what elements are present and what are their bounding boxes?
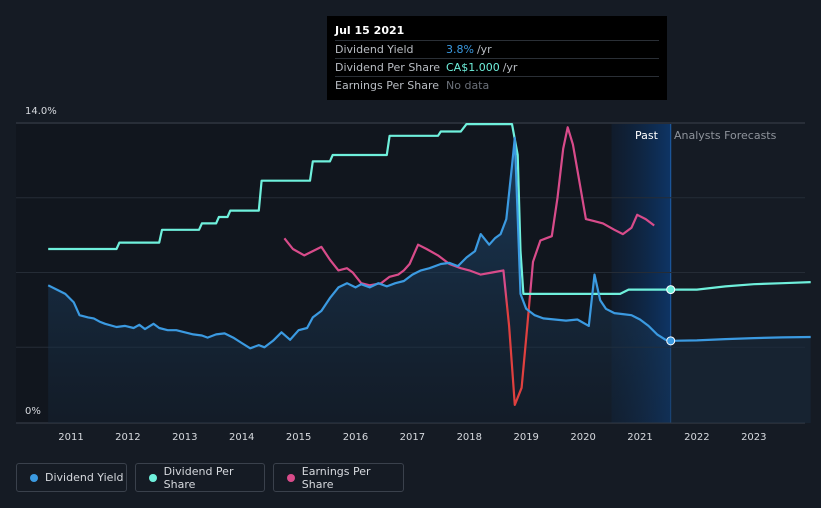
earnings-per-share-line <box>283 126 655 406</box>
legend-item-earnings-per-share[interactable]: Earnings Per Share <box>273 463 404 492</box>
legend-dot-icon <box>149 473 157 482</box>
dividend-yield-marker <box>666 336 676 346</box>
tooltip-unit: /yr <box>502 61 518 74</box>
x-tick-label: 2017 <box>400 432 425 443</box>
past-label: Past <box>635 129 658 142</box>
legend-dot-icon <box>287 473 295 482</box>
tooltip-label: Earnings Per Share <box>335 79 440 92</box>
x-tick-label: 2012 <box>115 432 140 443</box>
tooltip-row-earnings-per-share: Earnings Per Share No data <box>335 76 659 94</box>
legend-label: Dividend Yield <box>45 471 124 484</box>
x-tick-label: 2015 <box>286 432 311 443</box>
x-tick-label: 2023 <box>741 432 766 443</box>
legend-dot-icon <box>30 473 38 482</box>
x-tick-label: 2013 <box>172 432 197 443</box>
analysts-forecasts-label: Analysts Forecasts <box>674 129 777 142</box>
tooltip-label: Dividend Yield <box>335 43 414 56</box>
x-tick-label: 2022 <box>684 432 709 443</box>
x-tick-label: 2014 <box>229 432 254 443</box>
x-tick-label: 2018 <box>457 432 482 443</box>
tooltip-row-dividend-per-share: Dividend Per Share CA$1.000 /yr <box>335 58 659 76</box>
x-tick-label: 2011 <box>58 432 83 443</box>
dividend-yield-area <box>48 137 671 423</box>
x-tick-label: 2021 <box>627 432 652 443</box>
dividend-per-share-forecast-line <box>670 281 811 291</box>
y-tick-label-top: 14.0% <box>25 106 57 117</box>
legend-label: Earnings Per Share <box>301 464 371 491</box>
tooltip: Jul 15 2021 Dividend Yield 3.8% /yr Divi… <box>327 16 667 100</box>
dividend-yield-forecast-line <box>670 335 811 342</box>
tooltip-value: 3.8% <box>446 43 474 56</box>
x-tick-label: 2020 <box>570 432 595 443</box>
dividend-yield-forecast-area <box>670 337 811 423</box>
dividend-yield-line <box>47 136 671 350</box>
tooltip-unit: /yr <box>476 43 492 56</box>
tooltip-row-dividend-yield: Dividend Yield 3.8% /yr <box>335 40 659 58</box>
tooltip-value: CA$1.000 <box>446 61 500 74</box>
tooltip-label: Dividend Per Share <box>335 61 441 74</box>
dividend-per-share-marker <box>666 285 676 295</box>
legend-label: Dividend Per Share <box>163 464 234 491</box>
legend-item-dividend-yield[interactable]: Dividend Yield <box>16 463 127 492</box>
legend-item-dividend-per-share[interactable]: Dividend Per Share <box>135 463 265 492</box>
tooltip-value: No data <box>446 79 490 92</box>
y-tick-label-bottom: 0% <box>25 406 41 417</box>
x-tick-label: 2019 <box>513 432 538 443</box>
x-tick-label: 2016 <box>343 432 368 443</box>
tooltip-date: Jul 15 2021 <box>335 24 405 37</box>
dividend-per-share-line <box>48 123 671 295</box>
